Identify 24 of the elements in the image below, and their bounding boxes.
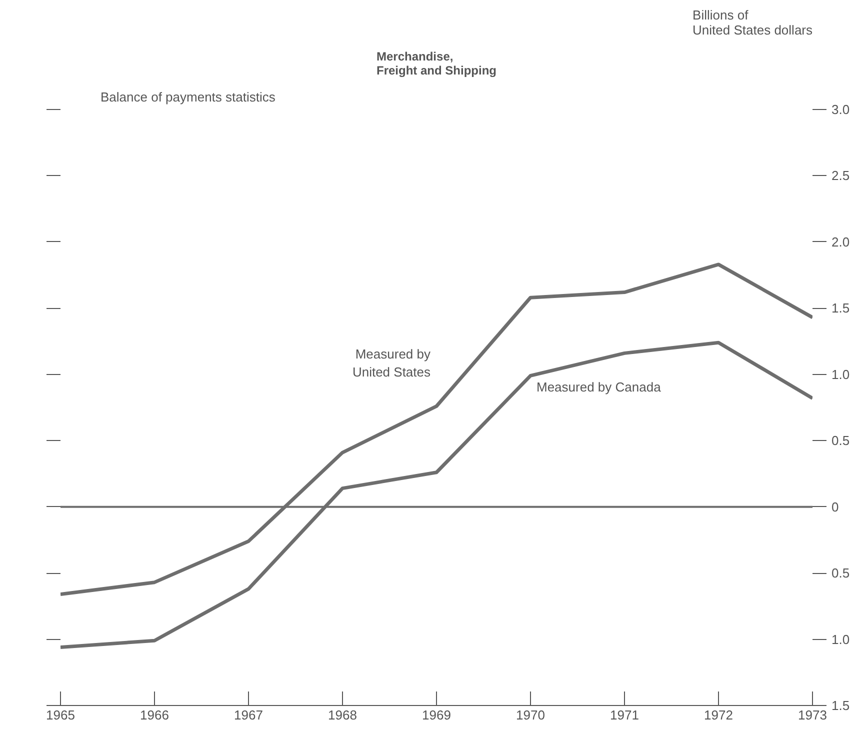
y-tick-label: 1.0	[832, 632, 850, 647]
y-tick-label: 2.0	[832, 234, 850, 250]
y-tick-label: 1.0	[832, 366, 850, 382]
x-tick-label: 1966	[140, 708, 169, 722]
x-tick-label: 1971	[610, 708, 639, 722]
x-tick-label: 1965	[46, 708, 75, 722]
x-tick-label: 1969	[422, 708, 451, 722]
series-label: Measured by United States	[352, 346, 431, 380]
y-tick-label: 0.5	[832, 566, 850, 581]
x-tick-label: 1973	[798, 708, 827, 722]
y-tick-label: 2.5	[832, 168, 850, 184]
y-tick-label: 1.5	[832, 300, 850, 316]
y2-axis-title: Billions of United States dollars	[692, 8, 813, 38]
series-label: Measured by Canada	[536, 380, 662, 395]
y-tick-label: 0.5	[832, 433, 850, 448]
chart-title: Merchandise, Freight and Shipping	[376, 50, 497, 78]
x-tick-label: 1967	[234, 708, 263, 722]
x-tick-label: 1970	[516, 708, 545, 722]
x-tick-label: 1972	[704, 708, 733, 722]
x-tick-label: 1968	[328, 708, 357, 722]
y-tick-label: 0	[832, 499, 839, 514]
chart-subtitle: Balance of payments statistics	[100, 90, 276, 104]
y-tick-label: 1.5	[832, 698, 850, 713]
y-tick-label: 3.0	[832, 102, 850, 117]
